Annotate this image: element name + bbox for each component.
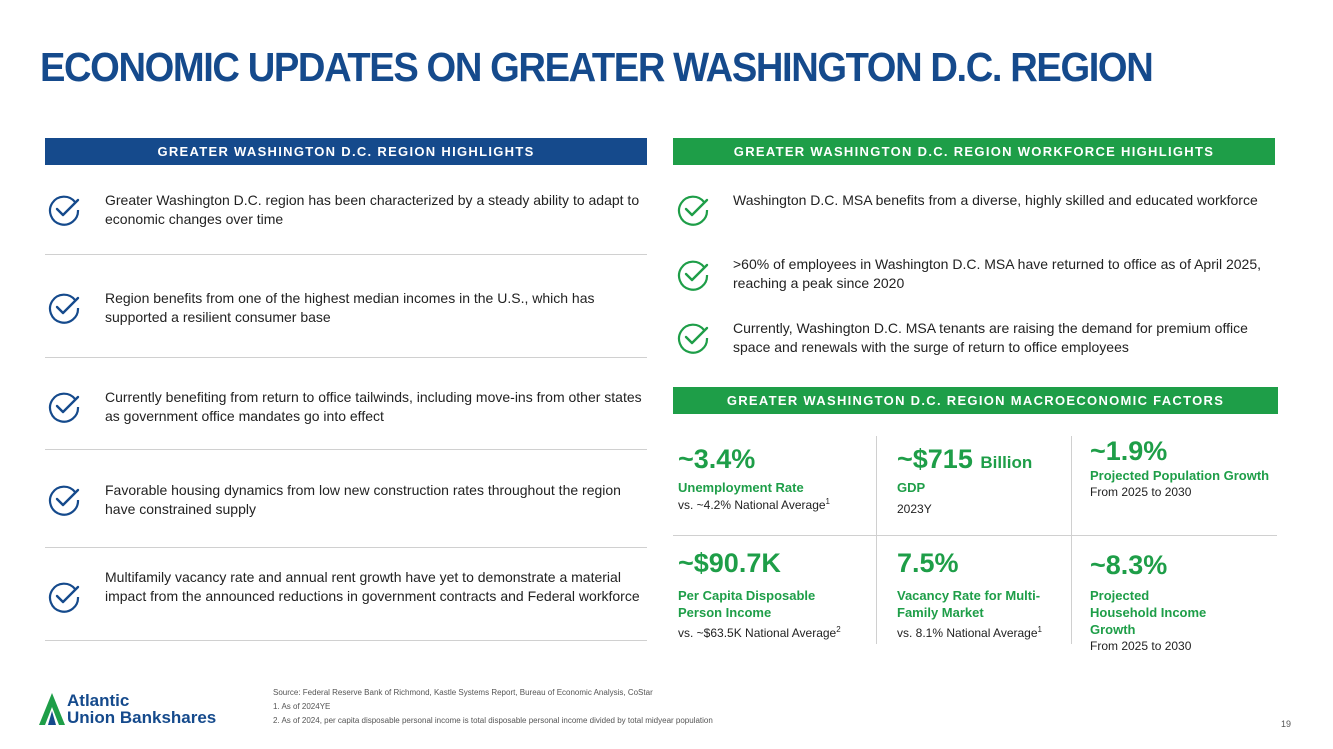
kpi-unemployment: ~3.4% Unemployment Rate vs. ~4.2% Nation…: [678, 444, 830, 512]
page-number: 19: [1281, 719, 1292, 729]
kpi-sub: vs. ~4.2% National Average1: [678, 497, 830, 512]
check-circle-icon: [48, 195, 80, 226]
kpi-label: Vacancy Rate for Multi-Family Market: [897, 588, 1041, 620]
kpi-label: Projected Household Income Growth: [1090, 588, 1207, 637]
highlights-header: GREATER WASHINGTON D.C. REGION HIGHLIGHT…: [45, 138, 647, 165]
check-circle-icon: [677, 323, 709, 354]
logo-line-1: Atlantic: [67, 691, 130, 710]
kpi-value: ~3.4%: [678, 444, 756, 474]
workforce-text: Washington D.C. MSA benefits from a dive…: [733, 192, 1258, 208]
kpi-value: ~$90.7K: [678, 548, 781, 578]
workforce-header-text: GREATER WASHINGTON D.C. REGION WORKFORCE…: [733, 144, 1215, 159]
highlight-text: Favorable housing dynamics from low new …: [105, 482, 621, 517]
kpi-label: Projected Population Growth: [1090, 468, 1270, 483]
kpi-label: Per Capita Disposable Person Income: [678, 588, 816, 620]
workforce-text: Currently, Washington D.C. MSA tenants a…: [733, 320, 1248, 355]
company-logo: Atlantic Union Bankshares: [39, 691, 216, 727]
kpi-value: ~8.3%: [1090, 550, 1168, 580]
kpi-disposable-income: ~$90.7K Per Capita Disposable Person Inc…: [678, 548, 868, 640]
grid-divider: [876, 436, 877, 644]
page-title: ECONOMIC UPDATES ON GREATER WASHINGTON D…: [40, 44, 1154, 90]
divider: [45, 547, 647, 548]
footnote-1: 1. As of 2024YE: [273, 702, 331, 711]
kpi-gdp: ~$715 Billion GDP 2023Y: [897, 444, 1032, 516]
workforce-header: GREATER WASHINGTON D.C. REGION WORKFORCE…: [673, 138, 1275, 165]
kpi-label: Unemployment Rate: [678, 480, 804, 495]
highlight-text: Multifamily vacancy rate and annual rent…: [105, 569, 640, 604]
footnotes: Source: Federal Reserve Bank of Richmond…: [273, 686, 713, 728]
highlight-text: Region benefits from one of the highest …: [105, 290, 595, 325]
logo-mark-icon: [39, 693, 65, 725]
kpi-sub: vs. ~$63.5K National Average2: [678, 625, 841, 640]
kpi-population-growth: ~1.9% Projected Population Growth From 2…: [1090, 436, 1270, 499]
check-circle-icon: [48, 392, 80, 423]
footnote-2: 2. As of 2024, per capita disposable per…: [273, 716, 713, 725]
highlight-text: Greater Washington D.C. region has been …: [105, 192, 640, 227]
logo-wordmark: Atlantic Union Bankshares: [67, 692, 216, 726]
source-note: Source: Federal Reserve Bank of Richmond…: [273, 688, 653, 697]
kpi-sub: From 2025 to 2030: [1090, 485, 1192, 499]
check-circle-icon: [48, 293, 80, 324]
macro-header-text: GREATER WASHINGTON D.C. REGION MACROECON…: [726, 393, 1225, 408]
divider: [45, 357, 647, 358]
check-circle-icon: [48, 485, 80, 516]
kpi-sub: vs. 8.1% National Average1: [897, 625, 1042, 640]
kpi-household-income-growth: ~8.3% Projected Household Income Growth …: [1090, 550, 1275, 653]
divider: [45, 254, 647, 255]
highlight-text: Currently benefiting from return to offi…: [105, 389, 642, 424]
check-circle-icon: [677, 195, 709, 226]
workforce-text: >60% of employees in Washington D.C. MSA…: [733, 256, 1262, 291]
divider: [45, 640, 647, 641]
kpi-value: ~$715 Billion: [897, 444, 1033, 474]
macro-header: GREATER WASHINGTON D.C. REGION MACROECON…: [673, 387, 1278, 414]
grid-divider: [673, 535, 1277, 536]
logo-line-2: Union Bankshares: [67, 708, 217, 727]
kpi-vacancy-rate: 7.5% Vacancy Rate for Multi-Family Marke…: [897, 548, 1067, 640]
highlights-header-text: GREATER WASHINGTON D.C. REGION HIGHLIGHT…: [157, 144, 535, 159]
kpi-value: ~1.9%: [1090, 436, 1168, 466]
kpi-sub: 2023Y: [897, 502, 932, 516]
kpi-label: GDP: [897, 480, 926, 495]
divider: [45, 449, 647, 450]
kpi-value: 7.5%: [897, 548, 959, 578]
grid-divider: [1071, 436, 1072, 644]
check-circle-icon: [677, 260, 709, 291]
check-circle-icon: [48, 582, 80, 613]
kpi-sub: From 2025 to 2030: [1090, 639, 1192, 653]
